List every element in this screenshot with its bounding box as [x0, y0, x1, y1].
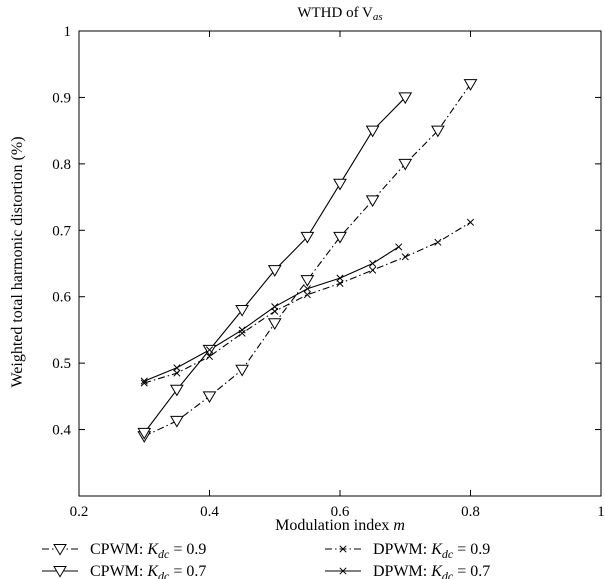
y-tick-label: 0.7 — [52, 223, 71, 239]
legend-entry: DPWM: Kdc = 0.7 — [325, 563, 490, 579]
series-markers — [137, 79, 478, 443]
data-point-x — [140, 379, 148, 387]
y-tick-label: 0.6 — [52, 290, 71, 306]
legend-label: CPWM: Kdc = 0.9 — [90, 541, 206, 561]
axis-tick-labels: 0.2 0.4 0.6 0.8 1 0.4 0.5 0.6 0.7 0.8 0.9 1 — [52, 24, 605, 520]
data-point-triangle — [431, 125, 445, 138]
data-point-triangle — [398, 158, 413, 171]
y-tick-label: 0.5 — [52, 356, 71, 372]
data-point-x — [466, 218, 475, 226]
data-point-triangle — [398, 92, 413, 105]
data-point-triangle — [267, 318, 282, 330]
chart-title-main: WTHD of V — [297, 5, 373, 21]
series-line-3 — [144, 221, 471, 384]
data-point-x — [238, 329, 246, 337]
x-tick-label: 1 — [597, 504, 605, 520]
data-point-triangle — [137, 427, 152, 440]
data-point-x — [271, 303, 279, 311]
data-point-triangle — [170, 384, 184, 397]
data-point-triangle — [53, 544, 67, 556]
data-point-x — [401, 253, 409, 261]
data-point-triangle — [333, 178, 347, 191]
data-point-triangle — [300, 275, 315, 287]
data-point-triangle — [333, 231, 347, 244]
data-point-x — [336, 274, 344, 282]
x-axis-label-text: Modulation index — [275, 517, 389, 534]
data-point-triangle — [365, 125, 380, 138]
chart-title-subscript: as — [373, 11, 383, 23]
series-lines — [143, 83, 471, 437]
data-point-triangle — [170, 415, 184, 428]
y-tick-label: 1 — [64, 24, 72, 40]
data-point-triangle — [235, 305, 249, 317]
data-point-x — [339, 567, 347, 575]
data-point-triangle — [235, 364, 249, 377]
data-point-x — [336, 279, 344, 287]
series-line-1 — [144, 83, 471, 437]
data-point-x — [395, 243, 403, 251]
data-point-triangle — [463, 79, 478, 91]
data-point-x — [205, 352, 214, 361]
y-tick-label: 0.8 — [52, 157, 71, 173]
x-axis-label: Modulation index m — [275, 517, 405, 534]
y-tick-label: 0.4 — [52, 423, 71, 439]
data-point-x — [369, 259, 377, 268]
data-point-x — [205, 346, 214, 354]
data-point-x — [140, 377, 148, 385]
x-tick-label: 0.8 — [461, 504, 480, 520]
axis-ticks — [78, 30, 602, 496]
legend-label: CPWM: Kdc = 0.7 — [90, 563, 206, 579]
legend-label: DPWM: Kdc = 0.9 — [373, 541, 490, 561]
legend-entry: DPWM: Kdc = 0.9 — [325, 541, 490, 561]
data-point-x — [173, 369, 181, 377]
data-point-triangle — [53, 566, 67, 578]
y-tick-label: 0.9 — [52, 90, 71, 106]
plot-area-frame — [78, 30, 602, 497]
data-point-x — [339, 545, 347, 553]
data-point-triangle — [300, 231, 315, 244]
chart-title: WTHD of Vas — [297, 5, 382, 23]
legend-entry: CPWM: Kdc = 0.7 — [42, 563, 206, 579]
data-point-triangle — [267, 265, 282, 277]
data-point-x — [238, 326, 246, 334]
legend-entry: CPWM: Kdc = 0.9 — [42, 541, 206, 561]
x-tick-label: 0.2 — [70, 504, 89, 520]
data-point-x — [303, 291, 311, 299]
data-point-x — [369, 266, 377, 274]
data-point-x — [303, 285, 311, 293]
data-point-x — [173, 364, 181, 372]
y-axis-label: Weighted total harmonic distortion (%) — [9, 136, 26, 387]
data-point-x — [434, 238, 442, 246]
data-point-triangle — [365, 195, 380, 208]
data-point-triangle — [202, 391, 217, 404]
x-axis-label-variable: m — [393, 517, 405, 534]
legend-label: DPWM: Kdc = 0.7 — [373, 563, 490, 579]
legend: CPWM: Kdc = 0.9 CPWM: Kdc = 0.7 DPWM: Kdc … — [42, 541, 490, 579]
x-tick-label: 0.6 — [331, 504, 350, 520]
x-tick-label: 0.4 — [200, 504, 219, 520]
